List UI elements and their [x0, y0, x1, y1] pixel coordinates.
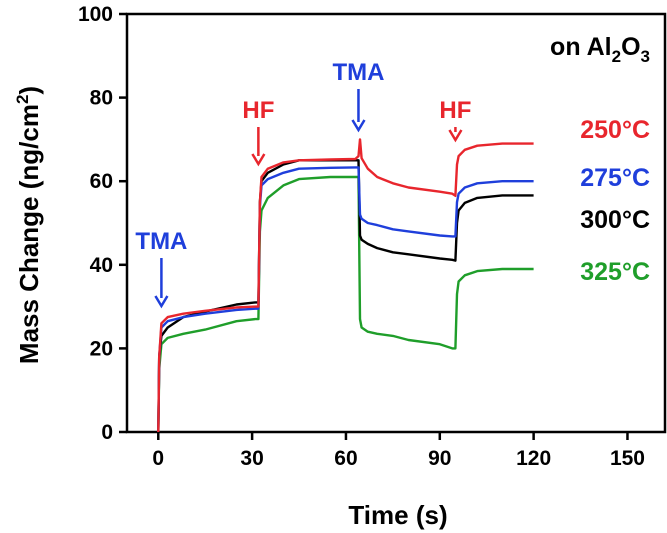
y-tick-label: 0 — [101, 421, 113, 444]
annotation-label: HF — [439, 97, 471, 124]
series-label: 275°C — [580, 164, 650, 192]
y-tick-label: 100 — [78, 3, 113, 26]
y-axis-title-prefix: Mass Change (ng/cm — [14, 104, 44, 364]
x-axis-ticks: 0 30 60 90 120 150 — [152, 432, 645, 470]
series-line-0 — [157, 138, 534, 433]
annotation-label: HF — [242, 97, 274, 124]
plot-frame — [125, 12, 667, 434]
y-tick-label: 20 — [90, 337, 113, 360]
plot-border — [125, 12, 667, 434]
x-tick-label: 0 — [152, 447, 164, 470]
series-line-1 — [157, 166, 534, 433]
y-axis-title: Mass Change (ng/cm2) — [13, 86, 44, 364]
series-labels: 250°C 275°C 300°C 325°C — [580, 116, 650, 286]
panel-label: on Al2O3 — [550, 33, 650, 66]
annotation-label: TMA — [332, 59, 384, 86]
y-tick-label: 80 — [90, 87, 113, 110]
annotations: TMA HF TMA HF — [135, 59, 471, 309]
annotation-arrow-head — [448, 129, 463, 143]
annotation-arrow-head — [351, 119, 366, 133]
x-tick-label: 90 — [428, 447, 451, 470]
series-label: 300°C — [580, 206, 650, 234]
x-tick-label: 120 — [516, 447, 551, 470]
x-axis-title: Time (s) — [348, 500, 447, 530]
series-line-2 — [157, 159, 534, 433]
x-tick-label: 150 — [610, 447, 645, 470]
x-tick-label: 30 — [240, 447, 263, 470]
series-line-3 — [157, 175, 534, 433]
panel-label-prefix: on Al — [550, 33, 612, 61]
annotation-arrow-head — [251, 153, 266, 167]
y-tick-label: 60 — [90, 170, 113, 193]
y-tick-label: 40 — [90, 254, 113, 277]
panel-label-sub-1: 2 — [612, 47, 621, 66]
annotation-label: TMA — [135, 228, 187, 255]
y-axis-title-suffix: ) — [14, 86, 44, 95]
panel-label-sub-2: 3 — [641, 47, 650, 66]
series-label: 325°C — [580, 258, 650, 286]
panel-label-mid: O — [621, 33, 640, 61]
annotation-arrow-head — [154, 295, 169, 309]
series-label: 250°C — [580, 116, 650, 144]
y-axis-ticks: 0 20 40 60 80 100 — [78, 3, 127, 444]
y-axis-title-superscript: 2 — [13, 95, 32, 104]
series-lines — [157, 138, 534, 433]
x-tick-label: 60 — [334, 447, 357, 470]
